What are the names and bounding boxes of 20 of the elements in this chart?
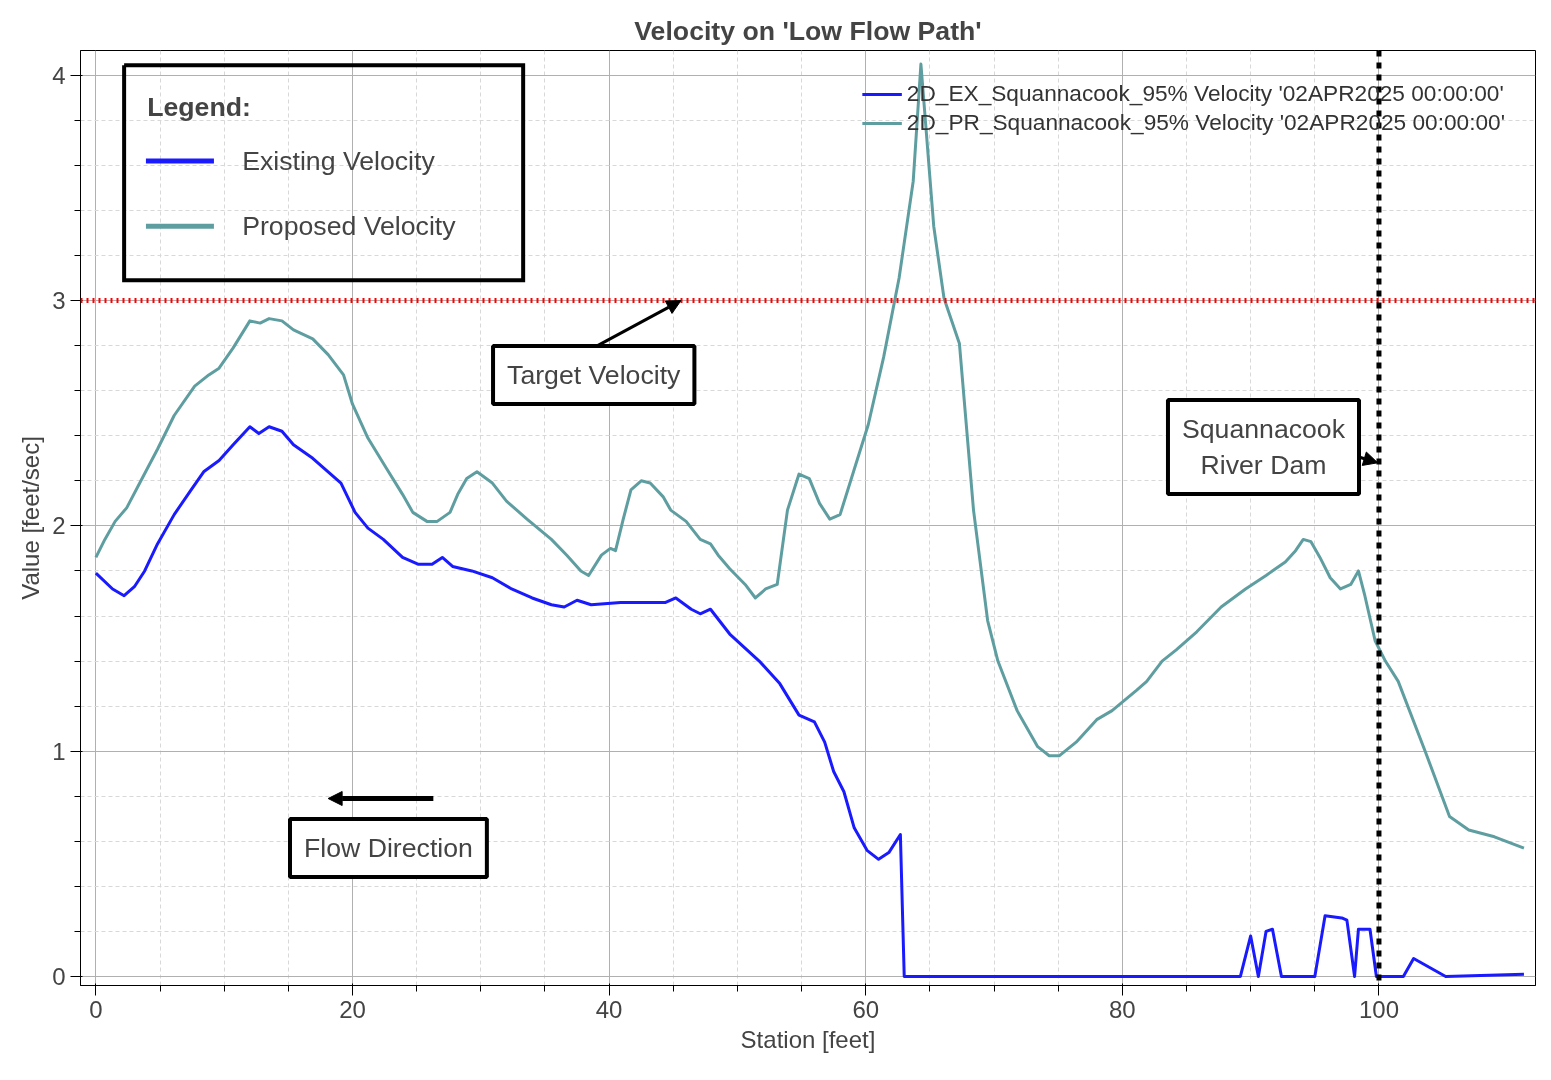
x-tick-label: 100 [1358, 995, 1399, 1023]
annotation: Legend: [147, 91, 251, 122]
y-tick-label: 2 [52, 512, 66, 540]
x-tick-label: 60 [852, 995, 880, 1023]
chart-title: Velocity on 'Low Flow Path' [634, 15, 982, 46]
x-axis-title: Station [feet] [740, 1025, 876, 1053]
y-tick-label: 0 [52, 962, 66, 990]
x-tick-label: 80 [1109, 995, 1136, 1023]
x-tick-label: 0 [89, 995, 103, 1023]
ref-line-label: Squannacook River Dam [1181, 414, 1346, 481]
annotation: Existing Velocity [242, 145, 436, 176]
x-tick-label: 40 [595, 995, 623, 1023]
x-tick-label: 20 [339, 995, 366, 1023]
annotation: Flow Direction [304, 833, 473, 864]
y-axis-title: Value [feet/sec] [17, 436, 45, 600]
y-tick-label: 4 [52, 61, 66, 89]
y-tick-label: 1 [52, 737, 66, 765]
y-tick-label: 3 [52, 287, 66, 315]
annotation: Proposed Velocity [242, 211, 457, 242]
ref-line-label: Target Velocity [507, 359, 682, 390]
